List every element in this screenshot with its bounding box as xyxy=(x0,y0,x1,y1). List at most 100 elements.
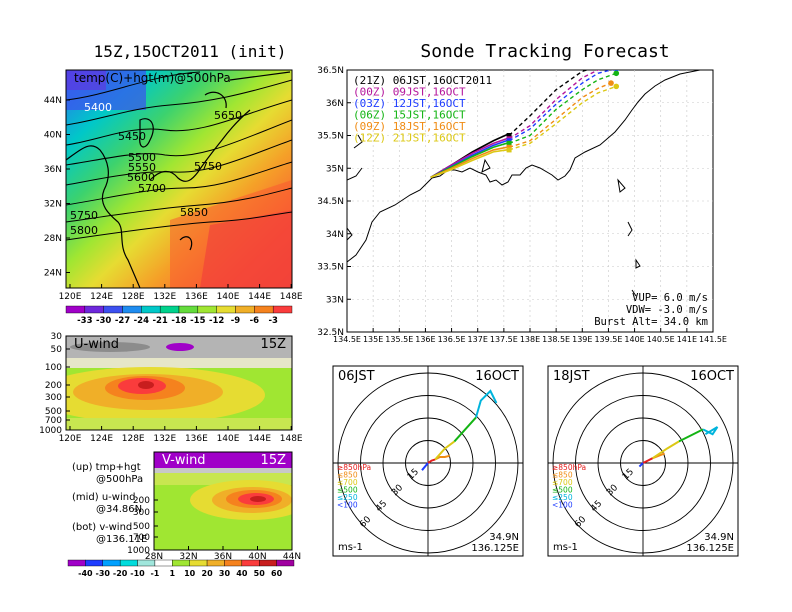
colorbar-label: -40 xyxy=(78,569,93,578)
colorbar-swatch xyxy=(141,305,161,314)
colorbar-label: -15 xyxy=(190,316,205,326)
uwind-p-tick: 50 xyxy=(51,345,63,355)
track-legend-item: (03Z) 12JST,16OCT xyxy=(353,97,466,110)
contour-label: 5800 xyxy=(70,224,98,237)
colorbar-swatch xyxy=(206,559,225,567)
map500-lon-tick: 128E xyxy=(122,292,145,302)
polar-layer-legend: ≤700 xyxy=(337,478,358,487)
colorbar-label: -27 xyxy=(115,316,130,326)
track-lon-tick: 140.5E xyxy=(647,335,675,344)
polar-lon: 136.125E xyxy=(686,543,734,554)
track-lon-tick: 139E xyxy=(572,335,592,344)
vwind-label: V-wind xyxy=(162,453,206,468)
colorbar-label: -24 xyxy=(134,316,149,326)
colorbar-label: -9 xyxy=(231,316,241,326)
uwind-p-tick: 1000 xyxy=(39,426,62,436)
uwind-lon-tick: 120E xyxy=(59,434,82,444)
burst-marker xyxy=(506,144,512,150)
polar-time: 18JST xyxy=(553,369,590,384)
colorbar-swatch xyxy=(122,305,142,314)
map500-lat-tick: 36N xyxy=(44,165,62,175)
colorbar-swatch xyxy=(119,559,138,567)
colorbar-label: -6 xyxy=(250,316,260,326)
polar-layer-legend: ≤500 xyxy=(337,486,358,495)
track-series-drift xyxy=(508,70,590,137)
note-up-b: @500hPa xyxy=(96,474,143,485)
uwind-label: U-wind xyxy=(74,337,119,352)
colorbar-swatch xyxy=(85,559,103,567)
colorbar-swatch xyxy=(159,305,180,314)
track-legend: (21Z) 06JST,16OCT2011(00Z) 09JST,16OCT(0… xyxy=(353,74,492,145)
track-lat-tick: 35.5N xyxy=(317,132,344,142)
hodograph-segment xyxy=(642,457,654,464)
uwind-p-tick: 30 xyxy=(51,332,63,342)
polar-layer-legend: <100 xyxy=(337,501,358,510)
burst-marker xyxy=(506,140,512,146)
track-lat-tick: 36.5N xyxy=(317,66,344,76)
uwind-p-tick: 200 xyxy=(45,381,62,391)
map500-lon-tick: 148E xyxy=(280,292,303,302)
vwind-lat-tick: 32N xyxy=(179,552,197,562)
uwind-p-tick: 700 xyxy=(45,416,62,426)
landing-point xyxy=(608,61,614,67)
colorbar-swatch xyxy=(216,305,236,314)
map500-label: temp(C)+hgt(m)@500hPa xyxy=(74,71,231,85)
polar-unit: ms-1 xyxy=(338,542,363,553)
vwind-lat-tick: 36N xyxy=(214,552,232,562)
vwind-p-tick: 1000 xyxy=(127,546,150,556)
track-legend-item: (06Z) 15JST,16OCT xyxy=(353,109,466,122)
colorbar-swatch xyxy=(154,559,173,567)
colorbar-swatch xyxy=(178,305,199,314)
legend-notes: (up) tmp+hgt @500hPa (mid) u-wind @34.86… xyxy=(72,462,147,545)
right-title: Sonde Tracking Forecast xyxy=(420,41,669,62)
track-series-drift xyxy=(508,70,614,142)
colorbar-swatch xyxy=(224,559,243,567)
hodograph-segment xyxy=(702,426,719,436)
track-series-drift xyxy=(508,70,601,140)
vwind-lat-tick: 40N xyxy=(248,552,266,562)
map500-lat-tick: 44N xyxy=(44,96,62,106)
colorbar-swatch xyxy=(84,305,104,314)
polar-layer-legend: ≤500 xyxy=(552,486,573,495)
landing-point xyxy=(613,70,620,77)
polar-lat: 34.9N xyxy=(704,532,734,543)
polar-lon: 136.125E xyxy=(471,543,519,554)
polar-time: 06JST xyxy=(338,369,375,384)
vwind-p-tick: 200 xyxy=(133,496,150,506)
vwind-lat-tick: 28N xyxy=(145,552,163,562)
track-lon-tick: 134.5E xyxy=(333,335,361,344)
landing-point xyxy=(608,80,614,86)
colorbar-swatch xyxy=(276,559,295,567)
polar-layer-legend: ≥850hPa xyxy=(552,463,586,472)
vwind-p-tick: 700 xyxy=(133,533,150,543)
colorbar-label: -20 xyxy=(113,569,128,578)
track-lon-tick: 138E xyxy=(520,335,540,344)
contour-label: 5750 xyxy=(70,209,98,222)
note-mid-a: (mid) u-wind xyxy=(72,492,135,503)
track-panel: 36.5N 36N 35.5N 35N 34.5N 34N 33.5N 33N 32.5N 13… xyxy=(317,61,727,344)
map500-lon-tick: 120E xyxy=(59,292,82,302)
uwind-lon-tick: 136E xyxy=(185,434,208,444)
track-lat-tick: 34N xyxy=(326,230,344,240)
map500-panel: temp(C)+hgt(m)@500hPa 5400 5450 5500 555… xyxy=(44,69,303,302)
colorbar-label: 30 xyxy=(219,569,231,578)
track-lon-tick: 136E xyxy=(415,335,435,344)
hodograph-segment xyxy=(475,389,498,418)
track-series-drift xyxy=(508,82,612,148)
track-legend-item: (09Z) 18JST,16OCT xyxy=(353,120,466,133)
param-vdw: VDW= -3.0 m/s xyxy=(626,304,708,316)
uwind-p-tick: 100 xyxy=(45,363,62,373)
track-series-drift xyxy=(508,85,617,151)
contour-label: 5600 xyxy=(127,171,155,184)
polar-date: 16OCT xyxy=(475,369,519,384)
track-lon-tick: 135E xyxy=(363,335,383,344)
hodograph-segment xyxy=(453,416,477,443)
colorbar-label: -18 xyxy=(171,316,186,326)
colorbar-label: -21 xyxy=(152,316,167,326)
track-legend-item: (12Z) 21JST,16OCT xyxy=(353,132,466,145)
colorbar-swatch xyxy=(254,305,274,314)
wind-colorbar: -40 -30 -20 -10 -1 1 10 20 30 40 50 60 xyxy=(67,559,295,578)
